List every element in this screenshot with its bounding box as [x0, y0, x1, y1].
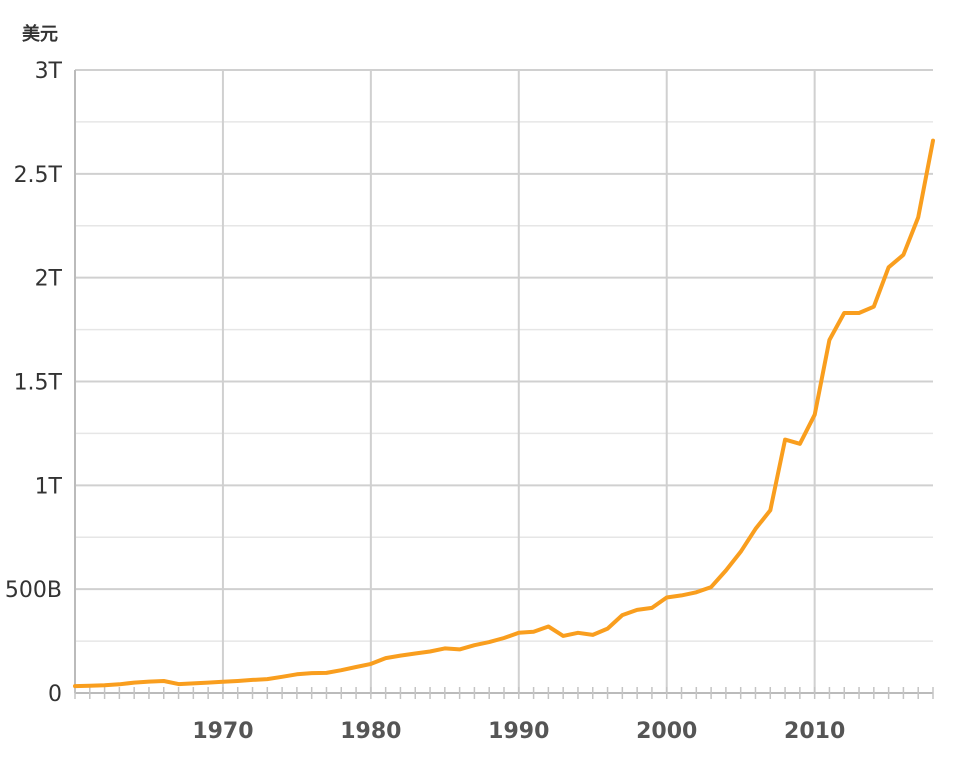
x-tick-labels: 1970 1980 1990 2000 2010: [192, 719, 845, 744]
x-tick-label: 1970: [192, 719, 253, 744]
x-tick-label: 1980: [340, 719, 401, 744]
series-line: [73, 138, 935, 689]
y-tick-label: 0: [48, 682, 62, 707]
y-tick-label: 2T: [35, 267, 63, 292]
y-tick-label: 3T: [35, 59, 63, 84]
x-minor-ticks: [74, 687, 934, 699]
y-tick-label: 1T: [35, 474, 63, 499]
series-layer: [73, 138, 935, 689]
x-tick-label: 2000: [636, 719, 697, 744]
y-tick-label: 500B: [5, 578, 62, 603]
y-tick-label: 1.5T: [14, 371, 63, 396]
grid-lines: [75, 69, 933, 693]
x-tick-label: 1990: [488, 719, 549, 744]
y-unit-label: 美元: [22, 23, 58, 45]
y-tick-labels: 0 500B 1T 1.5T 2T 2.5T 3T: [5, 59, 63, 707]
x-tick-label: 2010: [784, 719, 845, 744]
y-tick-label: 2.5T: [14, 163, 63, 188]
